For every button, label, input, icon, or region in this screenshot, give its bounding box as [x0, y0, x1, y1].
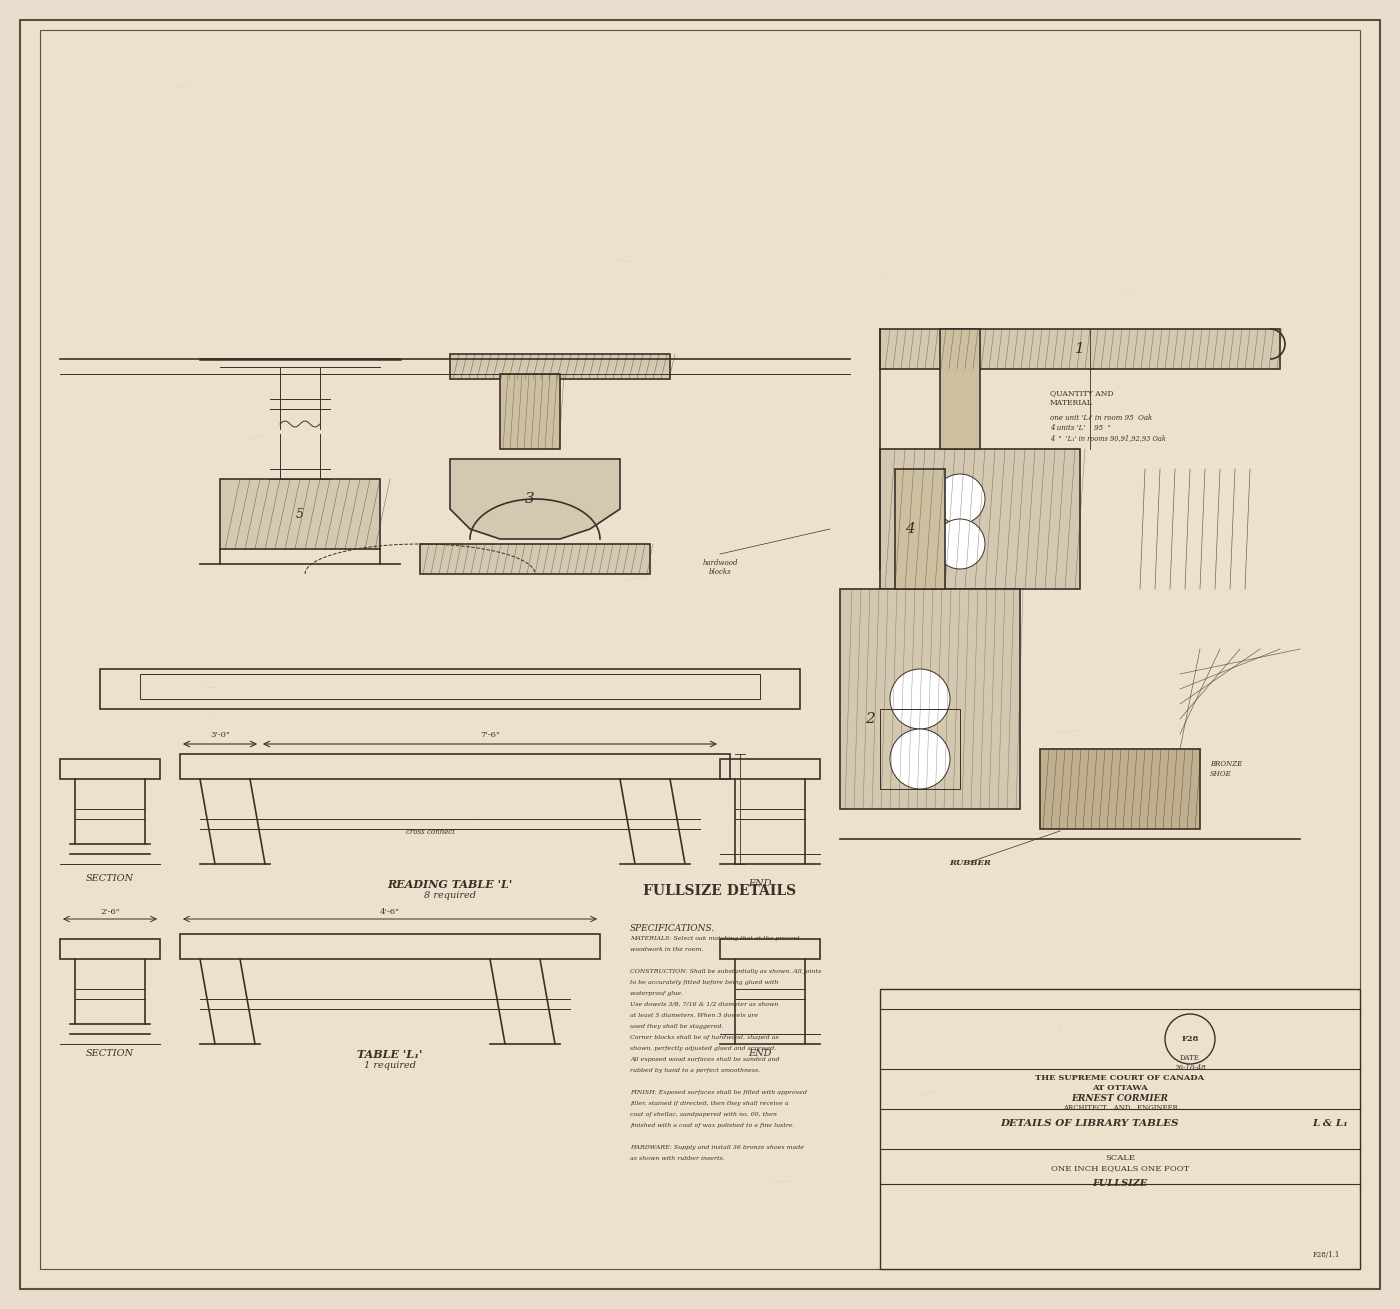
Bar: [60, 939, 160, 959]
Bar: [881, 449, 1079, 589]
Circle shape: [935, 474, 986, 524]
Text: L & L₁: L & L₁: [1312, 1119, 1348, 1128]
Text: shown, perfectly adjusted glued and screwed.: shown, perfectly adjusted glued and scre…: [630, 1046, 776, 1051]
Text: ARCHITECT   AND   ENGINEER: ARCHITECT AND ENGINEER: [1063, 1103, 1177, 1113]
Text: FULLSIZE: FULLSIZE: [1092, 1179, 1148, 1189]
Text: one unit 'L₁' in room 95  Oak: one unit 'L₁' in room 95 Oak: [1050, 414, 1152, 421]
Text: 1 required: 1 required: [364, 1062, 416, 1069]
Text: 4'-6": 4'-6": [379, 908, 400, 916]
Text: cross connect: cross connect: [406, 829, 455, 836]
Text: F28: F28: [1182, 1035, 1198, 1043]
Text: as shown with rubber inserts.: as shown with rubber inserts.: [630, 1156, 725, 1161]
Text: 4 units 'L'    95  ": 4 units 'L' 95 ": [1050, 424, 1110, 432]
Bar: [840, 589, 1021, 809]
Bar: [181, 935, 601, 959]
Text: 3: 3: [525, 492, 535, 507]
Text: SPECIFICATIONS.: SPECIFICATIONS.: [630, 924, 715, 933]
Text: READING TABLE 'L': READING TABLE 'L': [388, 880, 512, 890]
Circle shape: [890, 669, 951, 729]
Text: RUBBER: RUBBER: [949, 859, 991, 867]
Text: ERNEST CORMIER: ERNEST CORMIER: [1071, 1094, 1169, 1103]
Bar: [99, 669, 799, 709]
Text: 2: 2: [865, 712, 875, 726]
Bar: [449, 353, 671, 380]
Bar: [720, 939, 820, 959]
Text: THE SUPREME COURT OF CANADA: THE SUPREME COURT OF CANADA: [1036, 1073, 1204, 1083]
Text: 26-10-48: 26-10-48: [1175, 1064, 1205, 1072]
Bar: [720, 759, 820, 779]
Polygon shape: [449, 459, 620, 539]
Text: coat of shellac, sandpapered with no. 00, then: coat of shellac, sandpapered with no. 00…: [630, 1113, 777, 1117]
Text: Corner blocks shall be of hardwood, shaped as: Corner blocks shall be of hardwood, shap…: [630, 1035, 778, 1039]
Bar: [220, 479, 379, 548]
Text: rubbed by hand to a perfect smoothness.: rubbed by hand to a perfect smoothness.: [630, 1068, 760, 1073]
Text: SCALE: SCALE: [1105, 1155, 1135, 1162]
Bar: [60, 759, 160, 779]
Text: SECTION: SECTION: [85, 874, 134, 884]
Text: ONE INCH EQUALS ONE FOOT: ONE INCH EQUALS ONE FOOT: [1051, 1164, 1189, 1172]
Text: AT OTTAWA: AT OTTAWA: [1092, 1084, 1148, 1092]
Text: Use dowels 3/8, 7/16 & 1/2 diameter as shown: Use dowels 3/8, 7/16 & 1/2 diameter as s…: [630, 1001, 778, 1007]
Text: MATERIALS: Select oak matching that at the present: MATERIALS: Select oak matching that at t…: [630, 936, 799, 941]
Bar: [939, 329, 980, 449]
Text: at least 5 diameters. When 3 dowels are: at least 5 diameters. When 3 dowels are: [630, 1013, 759, 1018]
Bar: [1040, 749, 1200, 829]
Bar: [500, 374, 560, 449]
Text: F28/1.1: F28/1.1: [1313, 1251, 1340, 1259]
Text: END: END: [748, 880, 771, 888]
Text: finished with a coat of wax polished to a fine lustre.: finished with a coat of wax polished to …: [630, 1123, 795, 1128]
Circle shape: [935, 518, 986, 569]
Text: DETAILS OF LIBRARY TABLES: DETAILS OF LIBRARY TABLES: [1000, 1119, 1179, 1128]
Text: QUANTITY AND: QUANTITY AND: [1050, 389, 1113, 397]
Text: filler, stained if directed, then they shall receive a: filler, stained if directed, then they s…: [630, 1101, 788, 1106]
Bar: [181, 754, 729, 779]
Text: BRONZE
SHOE: BRONZE SHOE: [1210, 761, 1242, 778]
Bar: [881, 990, 1359, 1268]
Text: 3'-0": 3'-0": [210, 730, 230, 740]
Text: waterproof glue.: waterproof glue.: [630, 991, 683, 996]
Text: 7'-6": 7'-6": [480, 730, 500, 740]
Bar: [881, 329, 1280, 369]
Text: TABLE 'L₁': TABLE 'L₁': [357, 1049, 423, 1060]
Text: MATERIAL: MATERIAL: [1050, 399, 1093, 407]
Text: HARDWARE: Supply and install 36 bronze shoes made: HARDWARE: Supply and install 36 bronze s…: [630, 1145, 804, 1151]
Bar: [420, 545, 650, 575]
Text: SECTION: SECTION: [85, 1049, 134, 1058]
Text: DATE: DATE: [1180, 1054, 1200, 1062]
Text: 4  "  'L₁' in rooms 90,91,92,93 Oak: 4 " 'L₁' in rooms 90,91,92,93 Oak: [1050, 435, 1166, 442]
Text: All exposed wood surfaces shall be sanded and: All exposed wood surfaces shall be sande…: [630, 1056, 780, 1062]
Text: woodwork in the room.: woodwork in the room.: [630, 946, 703, 952]
Text: to be accurately fitted before being glued with: to be accurately fitted before being glu…: [630, 980, 778, 984]
Text: 8 required: 8 required: [424, 891, 476, 901]
Circle shape: [890, 729, 951, 789]
Text: 5: 5: [295, 508, 304, 521]
Text: 4: 4: [906, 522, 914, 535]
Text: FULLSIZE DETAILS: FULLSIZE DETAILS: [644, 884, 797, 898]
Text: hardwood
blocks: hardwood blocks: [703, 559, 738, 576]
Text: END: END: [748, 1049, 771, 1058]
Text: 1: 1: [1075, 342, 1085, 356]
Text: used they shall be staggered.: used they shall be staggered.: [630, 1024, 724, 1029]
Text: CONSTRUCTION: Shall be substantially as shown. All joints: CONSTRUCTION: Shall be substantially as …: [630, 969, 822, 974]
Text: 2'-6": 2'-6": [101, 908, 120, 916]
Text: FINISH: Exposed surfaces shall be filled with approved: FINISH: Exposed surfaces shall be filled…: [630, 1090, 806, 1096]
Bar: [895, 469, 945, 589]
Bar: [140, 674, 760, 699]
Bar: [881, 709, 960, 789]
